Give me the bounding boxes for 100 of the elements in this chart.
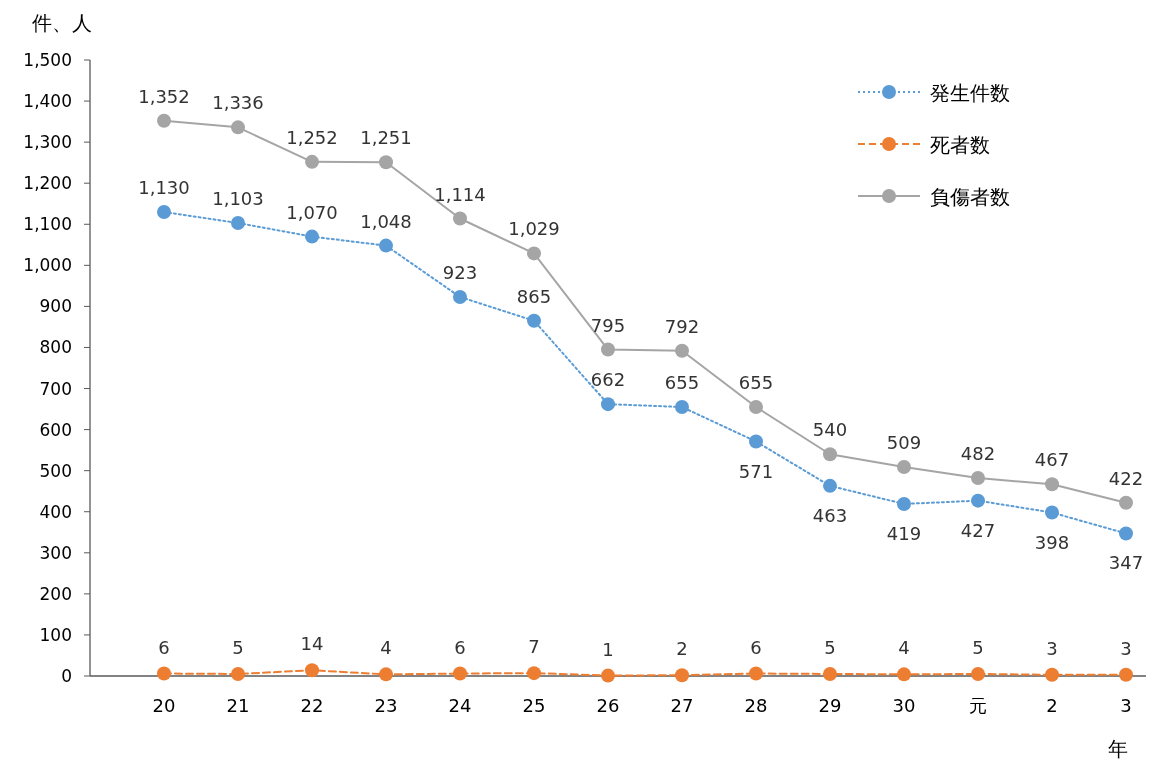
data-label: 662 (590, 369, 626, 391)
data-label: 7 (528, 636, 540, 658)
data-label: 1,070 (286, 201, 338, 223)
point (157, 113, 171, 128)
point (823, 478, 837, 493)
legend-label: 死者数 (930, 133, 990, 157)
point (1045, 505, 1059, 520)
data-label: 865 (516, 285, 552, 307)
point (971, 666, 985, 681)
point (971, 493, 985, 508)
data-label: 571 (738, 460, 774, 482)
data-label: 1,103 (212, 188, 264, 210)
x-tick-label: 27 (670, 695, 694, 716)
legend-label: 発生件数 (930, 81, 1010, 105)
x-tick-label: 22 (300, 695, 324, 716)
point (897, 496, 911, 511)
point (1119, 526, 1133, 541)
x-tick-label: 20 (152, 695, 176, 716)
point (749, 434, 763, 449)
y-tick-label: 0 (61, 666, 72, 686)
x-tick-label: 28 (744, 695, 768, 716)
y-tick-label: 900 (39, 296, 72, 317)
point (453, 211, 467, 226)
data-label: 655 (738, 372, 774, 394)
data-label: 6 (158, 636, 170, 658)
y-tick-label: 1,500 (23, 50, 72, 70)
y-tick-label: 600 (39, 419, 72, 440)
point (897, 667, 911, 682)
point (231, 666, 245, 681)
point (157, 666, 171, 681)
data-label: 5 (972, 636, 984, 658)
point (897, 459, 911, 474)
y-tick-label: 1,200 (23, 173, 72, 194)
point (601, 397, 615, 412)
point (379, 238, 393, 253)
point (305, 663, 319, 678)
data-label: 6 (454, 636, 466, 658)
data-label: 1,029 (508, 218, 560, 240)
point (231, 216, 245, 231)
point (379, 155, 393, 170)
x-tick-label: 26 (596, 695, 620, 716)
point (675, 668, 689, 683)
point (971, 471, 985, 486)
point (527, 666, 541, 681)
point (1045, 477, 1059, 492)
y-tick-label: 1,100 (23, 214, 72, 235)
data-label: 419 (886, 522, 922, 544)
point (157, 204, 171, 219)
x-axis-title: 年 (1108, 737, 1128, 761)
point (1119, 667, 1133, 682)
data-label: 427 (960, 519, 996, 541)
data-label: 795 (590, 314, 626, 336)
data-label: 14 (300, 633, 324, 655)
data-label: 398 (1034, 531, 1070, 553)
data-label: 540 (812, 419, 848, 441)
data-label: 655 (664, 372, 700, 394)
legend-label: 負傷者数 (930, 185, 1010, 209)
point (749, 400, 763, 415)
data-label: 347 (1108, 552, 1144, 574)
y-tick-label: 1,400 (23, 91, 72, 112)
data-label: 5 (232, 636, 244, 658)
data-label: 1,114 (434, 183, 486, 205)
x-tick-label: 元 (969, 695, 987, 716)
data-label: 482 (960, 443, 996, 465)
x-tick-label: 2 (1046, 695, 1058, 716)
x-tick-label: 21 (226, 695, 250, 716)
point (1045, 667, 1059, 682)
y-tick-label: 200 (39, 583, 72, 604)
point (823, 666, 837, 681)
data-label: 3 (1046, 637, 1058, 659)
data-label: 1 (602, 638, 614, 660)
data-label: 1,048 (360, 210, 412, 232)
point (527, 313, 541, 328)
data-label: 422 (1108, 467, 1144, 489)
data-label: 1,130 (138, 176, 190, 198)
data-label: 1,336 (212, 92, 264, 114)
point (231, 120, 245, 135)
data-label: 467 (1034, 449, 1070, 471)
x-tick-label: 25 (522, 695, 546, 716)
point (453, 289, 467, 304)
y-tick-label: 800 (39, 337, 72, 358)
data-label: 509 (886, 431, 922, 453)
data-label: 6 (750, 636, 762, 658)
y-axis-title: 件、人 (32, 11, 92, 35)
point (453, 666, 467, 681)
point (675, 400, 689, 415)
point (305, 154, 319, 169)
data-label: 5 (824, 636, 836, 658)
x-tick-label: 29 (818, 695, 842, 716)
data-label: 3 (1120, 637, 1132, 659)
point (527, 246, 541, 261)
data-label: 4 (898, 637, 910, 659)
data-label: 4 (380, 637, 392, 659)
point (1119, 495, 1133, 510)
y-tick-label: 300 (39, 542, 72, 563)
data-label: 1,251 (360, 127, 412, 149)
point (749, 666, 763, 681)
data-label: 2 (676, 638, 688, 660)
data-label: 923 (442, 261, 478, 283)
x-tick-label: 24 (448, 695, 472, 716)
